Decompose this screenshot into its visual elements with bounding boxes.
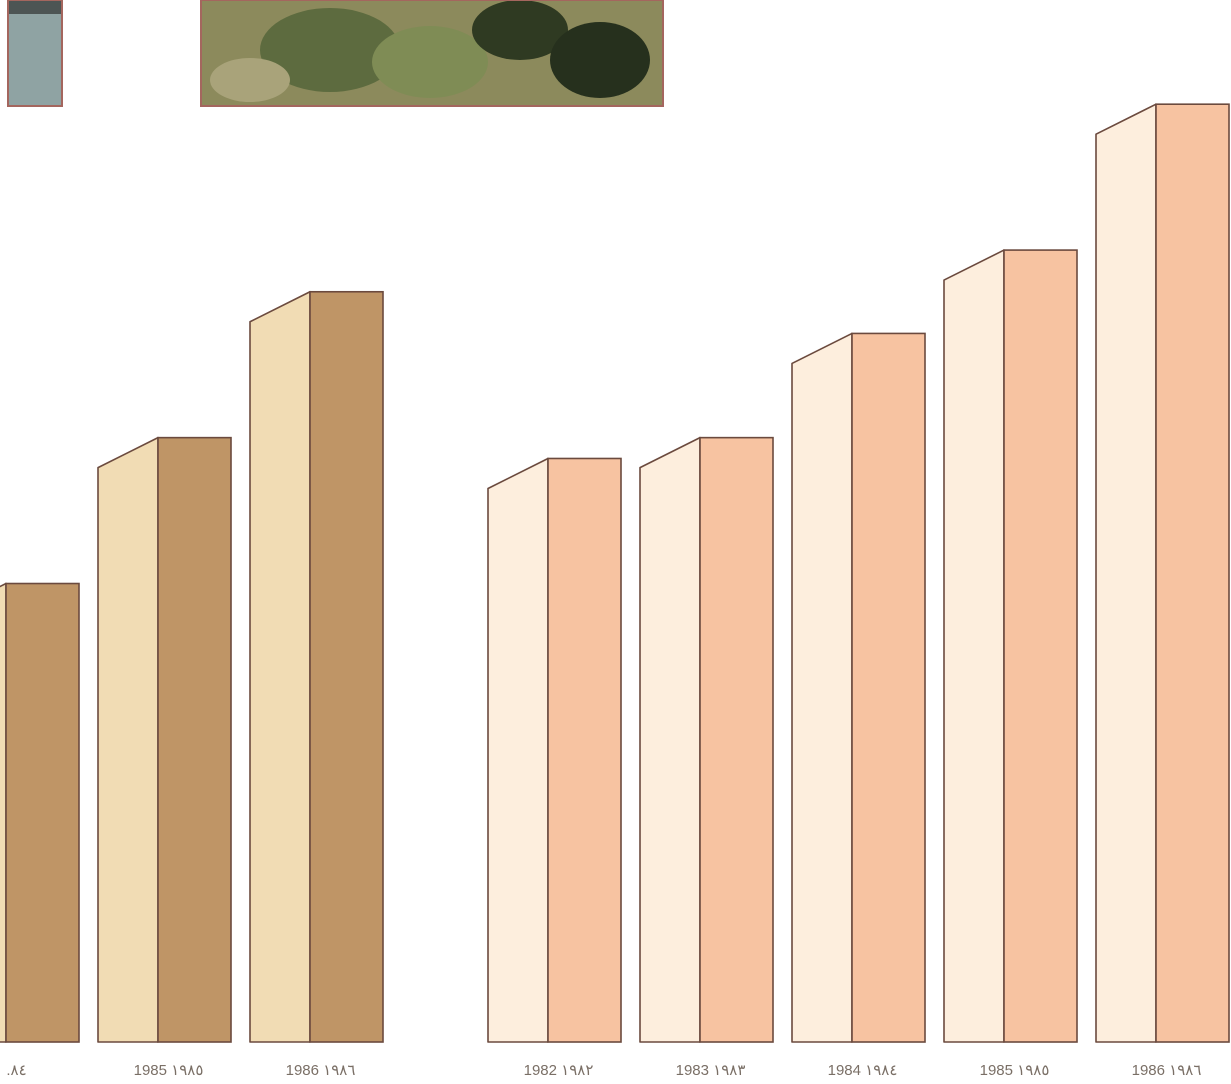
chart-2: 1982 ١٩٨٢ 1983 ١٩٨٣ 1984 ١٩٨٤ 1985 ١٩٨٥ 1986…: [487, 103, 1230, 1079]
bar-side-face: [0, 582, 7, 1043]
bar-front-face: [547, 457, 622, 1043]
tick-label: 1982 ١٩٨٢: [524, 1062, 594, 1079]
bar-front-face: [1003, 249, 1078, 1043]
bar-front-face: [851, 332, 926, 1043]
bar-side-face: [1095, 103, 1157, 1043]
bar-side-face: [249, 290, 311, 1043]
photo-strip-left: [7, 0, 63, 107]
bar: [249, 290, 384, 1043]
tick-label: 1986 ١٩٨٦: [1132, 1062, 1202, 1079]
bar: [1095, 103, 1230, 1043]
bar-side-face: [943, 249, 1005, 1043]
bar-front-face: [1155, 103, 1230, 1043]
charts-layer: .٨٤ 1985 ١٩٨٥ 1986 ١٩٨٦ 1982 ١٩٨٢ 1983 ١٩٨٣ 1…: [0, 103, 1230, 1079]
bar: [791, 332, 926, 1043]
bar-side-face: [487, 457, 549, 1043]
bar: [0, 582, 80, 1043]
bar-front-face: [157, 436, 232, 1043]
tick-label: 1983 ١٩٨٣: [676, 1062, 746, 1079]
bar: [97, 436, 232, 1043]
photo-strip-plants: [200, 0, 664, 107]
bar-side-face: [791, 332, 853, 1043]
tick-label: 1985 ١٩٨٥: [134, 1062, 204, 1079]
tick-label: 1984 ١٩٨٤: [828, 1062, 898, 1079]
bar: [639, 436, 774, 1043]
tick-label: .٨٤: [6, 1062, 26, 1079]
bar-front-face: [309, 290, 384, 1043]
bar-front-face: [5, 582, 80, 1043]
tick-label: 1986 ١٩٨٦: [286, 1062, 356, 1079]
chart-1: .٨٤ 1985 ١٩٨٥ 1986 ١٩٨٦: [0, 290, 384, 1079]
bar-front-face: [699, 436, 774, 1043]
bar: [487, 457, 622, 1043]
bar-side-face: [639, 436, 701, 1043]
tick-label: 1985 ١٩٨٥: [980, 1062, 1050, 1079]
bar-side-face: [97, 436, 159, 1043]
bar: [943, 249, 1078, 1043]
